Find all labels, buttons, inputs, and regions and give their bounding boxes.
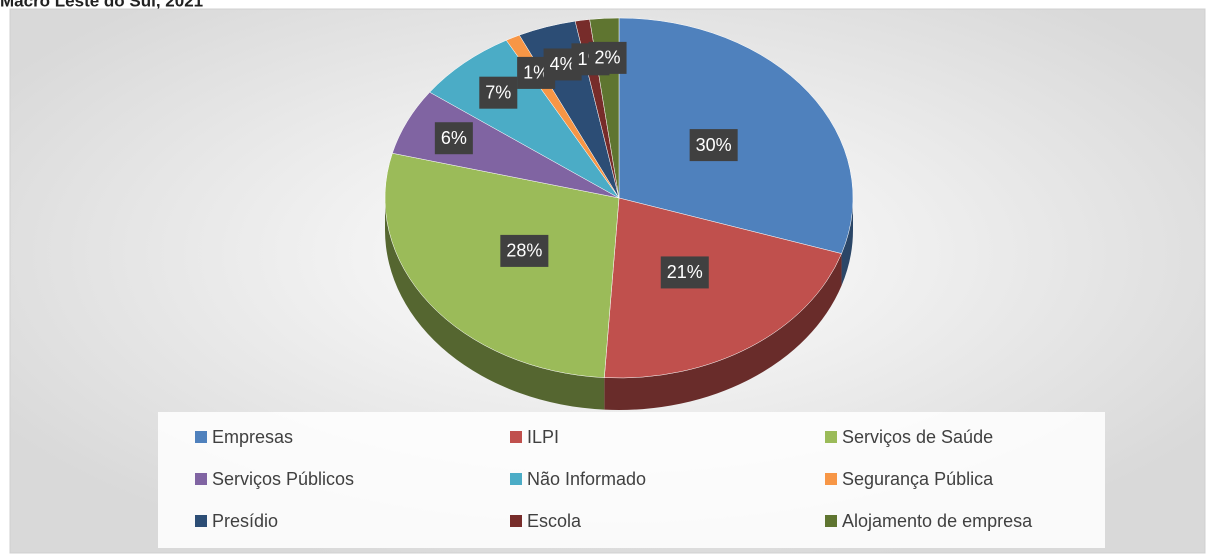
data-label: 6%	[441, 128, 467, 148]
pie-slice	[604, 197, 842, 379]
legend-swatch	[825, 473, 837, 485]
legend-label: ILPI	[527, 427, 559, 447]
legend-box	[158, 412, 1105, 548]
pie-side	[385, 198, 605, 410]
legend-label: Serviços Públicos	[212, 469, 354, 489]
pie-slice	[429, 39, 620, 199]
legend-swatch	[195, 473, 207, 485]
legend-swatch	[195, 515, 207, 527]
legend-swatch	[510, 431, 522, 443]
data-label: 2%	[595, 48, 621, 68]
legend-label: Alojamento de empresa	[842, 511, 1033, 531]
legend-label: Segurança Pública	[842, 469, 994, 489]
data-label-box	[660, 256, 709, 289]
legend-label: Empresas	[212, 427, 293, 447]
legend-label: Não Informado	[527, 469, 646, 489]
pie-side	[604, 253, 842, 410]
data-label-box	[500, 234, 549, 267]
data-label: 4%	[550, 54, 576, 74]
legend-label: Escola	[527, 511, 582, 531]
data-label-box	[479, 76, 518, 109]
data-label-box	[588, 41, 627, 74]
legend-swatch	[510, 515, 522, 527]
data-label-box	[434, 122, 473, 155]
data-label: 21%	[667, 262, 703, 282]
data-label: 7%	[485, 82, 511, 102]
legend-label: Presídio	[212, 511, 278, 531]
legend-swatch	[195, 431, 207, 443]
data-label: 1%	[523, 63, 549, 83]
legend-swatch	[510, 473, 522, 485]
pie-side	[841, 198, 853, 286]
chart-title: Macro Leste do Sul, 2021	[0, 0, 203, 10]
data-label-box	[689, 129, 738, 162]
legend-swatch	[825, 431, 837, 443]
legend-swatch	[825, 515, 837, 527]
data-label: 30%	[696, 135, 732, 155]
data-label: 28%	[506, 241, 542, 261]
legend-label: Serviços de Saúde	[842, 427, 993, 447]
